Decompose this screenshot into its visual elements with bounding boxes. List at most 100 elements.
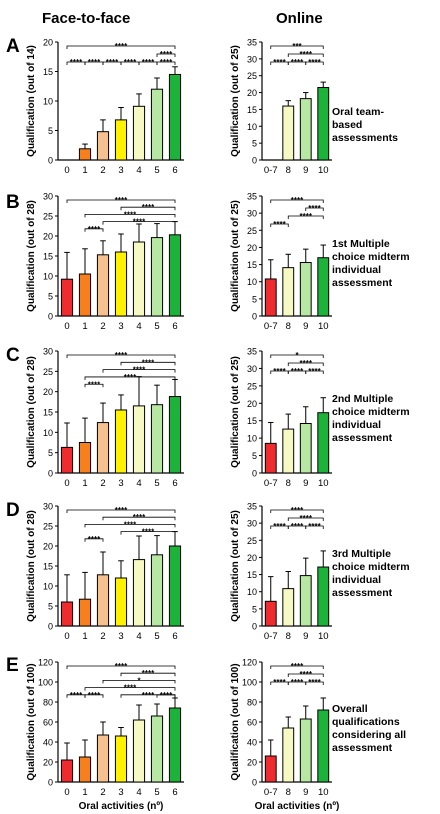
bar [132,405,146,474]
bar [78,756,92,783]
significance-bracket [305,207,324,211]
x-tick-label: 5 [154,478,159,489]
y-tick-label: 30 [247,54,257,64]
x-tick-label: 5 [154,165,159,176]
y-tick-label: 5 [48,602,53,612]
x-tick-label: 8 [286,787,291,798]
chart-b-online: 0 5 10 15 20 25 30 35 Qualification (out of 25) 0… [230,192,332,332]
y-tick-label: 20 [43,387,53,397]
y-tick-label: 15 [43,67,53,77]
y-tick-label: 35 [247,502,257,512]
significance-bracket [270,354,324,358]
significance-label: **** [124,210,137,219]
significance-bracket [84,524,176,528]
panel-letter-a: A [6,36,20,57]
significance-label: **** [124,520,137,529]
x-tick-label: 4 [136,478,141,489]
y-tick-label: 0 [48,469,53,479]
y-tick-label: 10 [43,428,53,438]
significance-label: **** [300,359,313,368]
bar [78,148,92,161]
significance-bracket [287,517,324,521]
y-tick-label: 0 [252,469,257,479]
panel-letter-c: C [6,345,20,366]
y-tick-label: 0 [48,622,53,632]
bar [96,422,110,474]
significance-label: **** [308,58,321,67]
significance-label: **** [115,506,128,515]
significance-label: **** [308,522,321,531]
bar [96,574,110,627]
panel-b-description: 1st Multiple choice midterm individual asse… [332,238,410,289]
bar [96,734,110,783]
bar [60,759,74,783]
y-tick-label: 80 [247,698,257,708]
y-tick-label: 20 [43,542,53,552]
x-tick-label: 0 [64,321,69,332]
significance-bracket [84,214,176,218]
y-tick-label: 120 [242,658,257,668]
significance-bracket [84,383,104,388]
y-tick-label: 15 [43,562,53,572]
x-tick-label: 2 [100,165,105,176]
panel-letter-e: E [6,655,19,676]
y-tick-label: 10 [43,582,53,592]
y-tick-label: 15 [247,416,257,426]
significance-bracket [287,673,324,677]
y-tick-label: 30 [43,502,53,512]
bar [150,554,164,627]
y-tick-label: 30 [43,192,53,202]
bar [168,396,182,474]
significance-bracket [287,53,324,57]
y-tick-label: 15 [247,570,257,580]
bar [78,273,92,317]
x-tick-label: 0 [64,631,69,642]
y-tick-label: 80 [43,698,53,708]
y-tick-label: 20 [43,758,53,768]
y-tick-label: 10 [43,97,53,107]
significance-label: **** [291,678,304,687]
x-tick-label: 10 [318,478,329,489]
x-tick-label: 9 [303,165,308,176]
significance-label: **** [88,535,101,544]
y-tick-label: 20 [247,758,257,768]
significance-label: **** [70,58,83,67]
y-tick-label: 25 [247,71,257,81]
y-tick-label: 20 [247,399,257,409]
y-tick-label: 25 [43,522,53,532]
significance-bracket [270,509,324,513]
y-tick-label: 20 [43,38,53,48]
x-tick-label: 3 [118,165,123,176]
significance-label: **** [291,196,304,205]
y-tick-label: 5 [252,294,257,304]
bar [317,87,330,161]
x-tick-label: 9 [303,631,308,642]
x-tick-label: 10 [318,787,329,798]
x-tick-label: 6 [172,165,177,176]
significance-label: **** [88,380,101,389]
y-tick-label: 0 [48,312,53,322]
bar [317,257,330,317]
significance-label: **** [300,670,313,679]
x-tick-label: 10 [318,631,329,642]
x-tick-label: 2 [100,631,105,642]
bar [264,442,277,474]
y-tick-label: 0 [252,778,257,788]
y-tick-label: 20 [43,232,53,242]
bar [60,446,74,474]
x-tick-label: 8 [286,165,291,176]
significance-label: **** [115,196,128,205]
significance-label: **** [273,367,286,376]
y-tick-label: 15 [247,260,257,270]
bar [299,423,312,474]
significance-label: **** [115,351,128,360]
bar [168,707,182,783]
x-tick-label: 1 [82,478,87,489]
panel-e-description: Overall qualifications considering all asse… [332,703,407,754]
face-to-face-title: Face-to-face [42,10,131,27]
significance-bracket [84,687,176,691]
y-tick-label: 15 [247,105,257,115]
bar [168,73,182,161]
y-tick-label: 30 [247,519,257,529]
